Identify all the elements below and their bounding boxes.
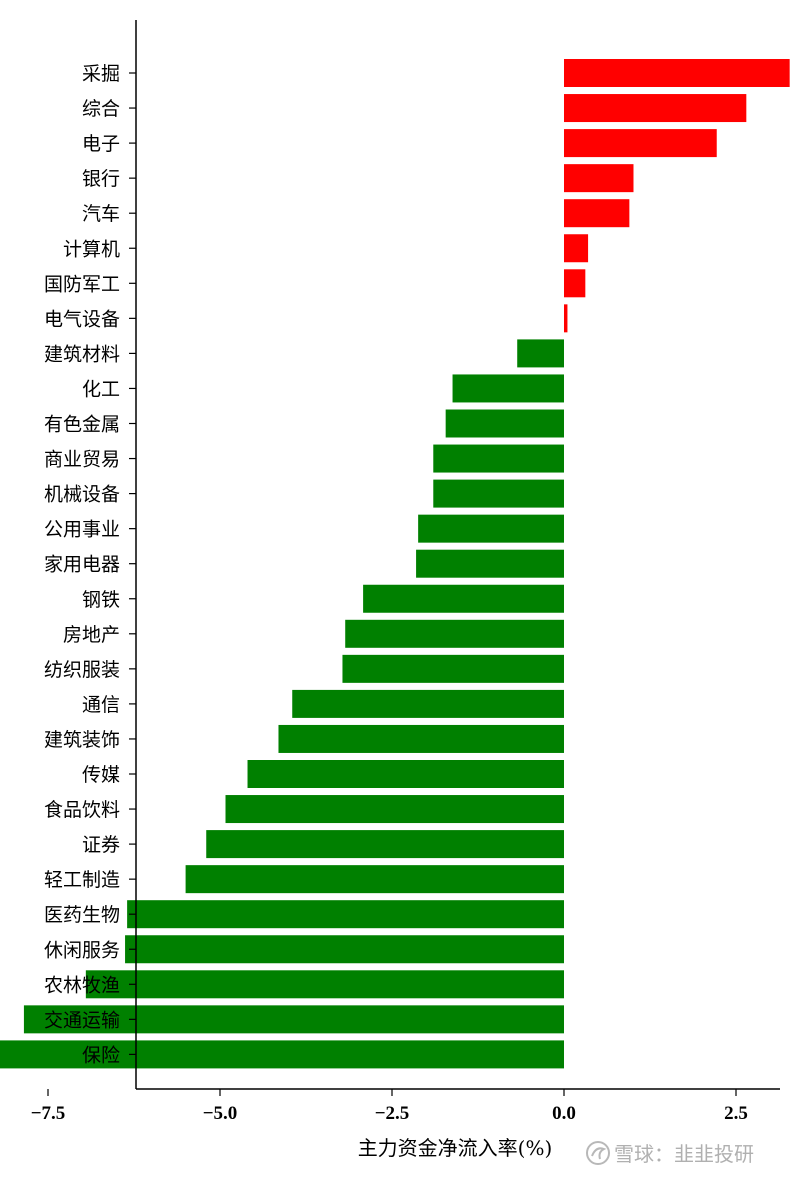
category-label: 通信 [82, 694, 120, 716]
bar-计算机 [564, 234, 589, 263]
bar-传媒 [247, 760, 564, 788]
category-label: 银行 [82, 168, 120, 190]
bar-公用事业 [418, 514, 564, 543]
bar-电气设备 [564, 304, 568, 333]
bar-房地产 [345, 619, 564, 648]
bar-建筑装饰 [278, 724, 564, 753]
bar-医药生物 [127, 900, 565, 929]
bar-证券 [206, 830, 565, 859]
category-label: 商业贸易 [44, 449, 120, 471]
category-label: 纺织服装 [44, 659, 120, 681]
x-tick-label: −2.5 [375, 1103, 410, 1124]
x-tick-label: 2.5 [724, 1103, 748, 1124]
bar-综合 [564, 94, 747, 123]
bar-汽车 [564, 199, 630, 228]
x-tick-label: −5.0 [203, 1103, 238, 1124]
category-label: 汽车 [82, 203, 120, 225]
category-label: 轻工制造 [44, 869, 120, 891]
snowball-logo-icon [586, 1141, 610, 1165]
category-label: 计算机 [63, 238, 120, 260]
bar-轻工制造 [185, 865, 564, 894]
category-label: 建筑材料 [44, 343, 120, 365]
category-label: 食品饮料 [44, 799, 120, 821]
x-tick-label: −7.5 [31, 1103, 66, 1124]
category-label: 交通运输 [44, 1009, 120, 1031]
watermark-text: 雪球：韭韭投研 [614, 1142, 754, 1166]
category-label: 公用事业 [44, 519, 120, 541]
category-label: 传媒 [82, 764, 120, 786]
bar-电子 [564, 129, 717, 158]
category-label: 国防军工 [44, 273, 120, 295]
bar-有色金属 [445, 409, 564, 438]
bar-机械设备 [433, 479, 564, 508]
x-tick-label: 0.0 [552, 1103, 576, 1124]
bar-钢铁 [363, 584, 564, 613]
category-label: 房地产 [63, 624, 120, 646]
category-label: 机械设备 [44, 484, 120, 506]
bar-建筑材料 [517, 339, 564, 368]
x-ticks: −10.0−7.5−5.0−2.50.02.55.0 [31, 1089, 748, 1124]
bar-家用电器 [416, 549, 564, 578]
category-label: 综合 [82, 98, 120, 120]
bar-银行 [564, 164, 634, 193]
bar-交通运输 [23, 1005, 565, 1034]
category-label: 农林牧渔 [44, 974, 120, 996]
watermark: 雪球：韭韭投研 [586, 1141, 754, 1166]
category-label: 证券 [82, 834, 120, 856]
bar-休闲服务 [125, 935, 564, 964]
category-label: 采掘 [82, 63, 120, 85]
category-label: 电子 [82, 133, 120, 155]
x-axis-title: 主力资金净流入率(%) [358, 1136, 553, 1160]
category-label: 电气设备 [44, 308, 120, 330]
category-labels: 采掘综合电子银行汽车计算机国防军工电气设备建筑材料化工有色金属商业贸易机械设备公… [44, 63, 136, 1066]
category-label: 保险 [82, 1044, 120, 1066]
bar-纺织服装 [342, 654, 564, 683]
category-label: 建筑装饰 [44, 729, 120, 751]
bars-group [0, 59, 790, 1069]
category-label: 休闲服务 [44, 939, 120, 961]
category-label: 化工 [82, 378, 120, 400]
bar-食品饮料 [225, 795, 564, 824]
bar-商业贸易 [433, 444, 564, 473]
bar-国防军工 [564, 269, 586, 298]
bar-采掘 [564, 59, 790, 87]
bar-通信 [292, 689, 564, 718]
category-label: 有色金属 [44, 414, 120, 436]
category-label: 钢铁 [82, 589, 120, 611]
bar-保险 [0, 1040, 564, 1069]
category-label: 医药生物 [44, 904, 120, 926]
bar-化工 [452, 374, 564, 403]
category-label: 家用电器 [44, 554, 120, 576]
bar-农林牧渔 [85, 970, 564, 999]
